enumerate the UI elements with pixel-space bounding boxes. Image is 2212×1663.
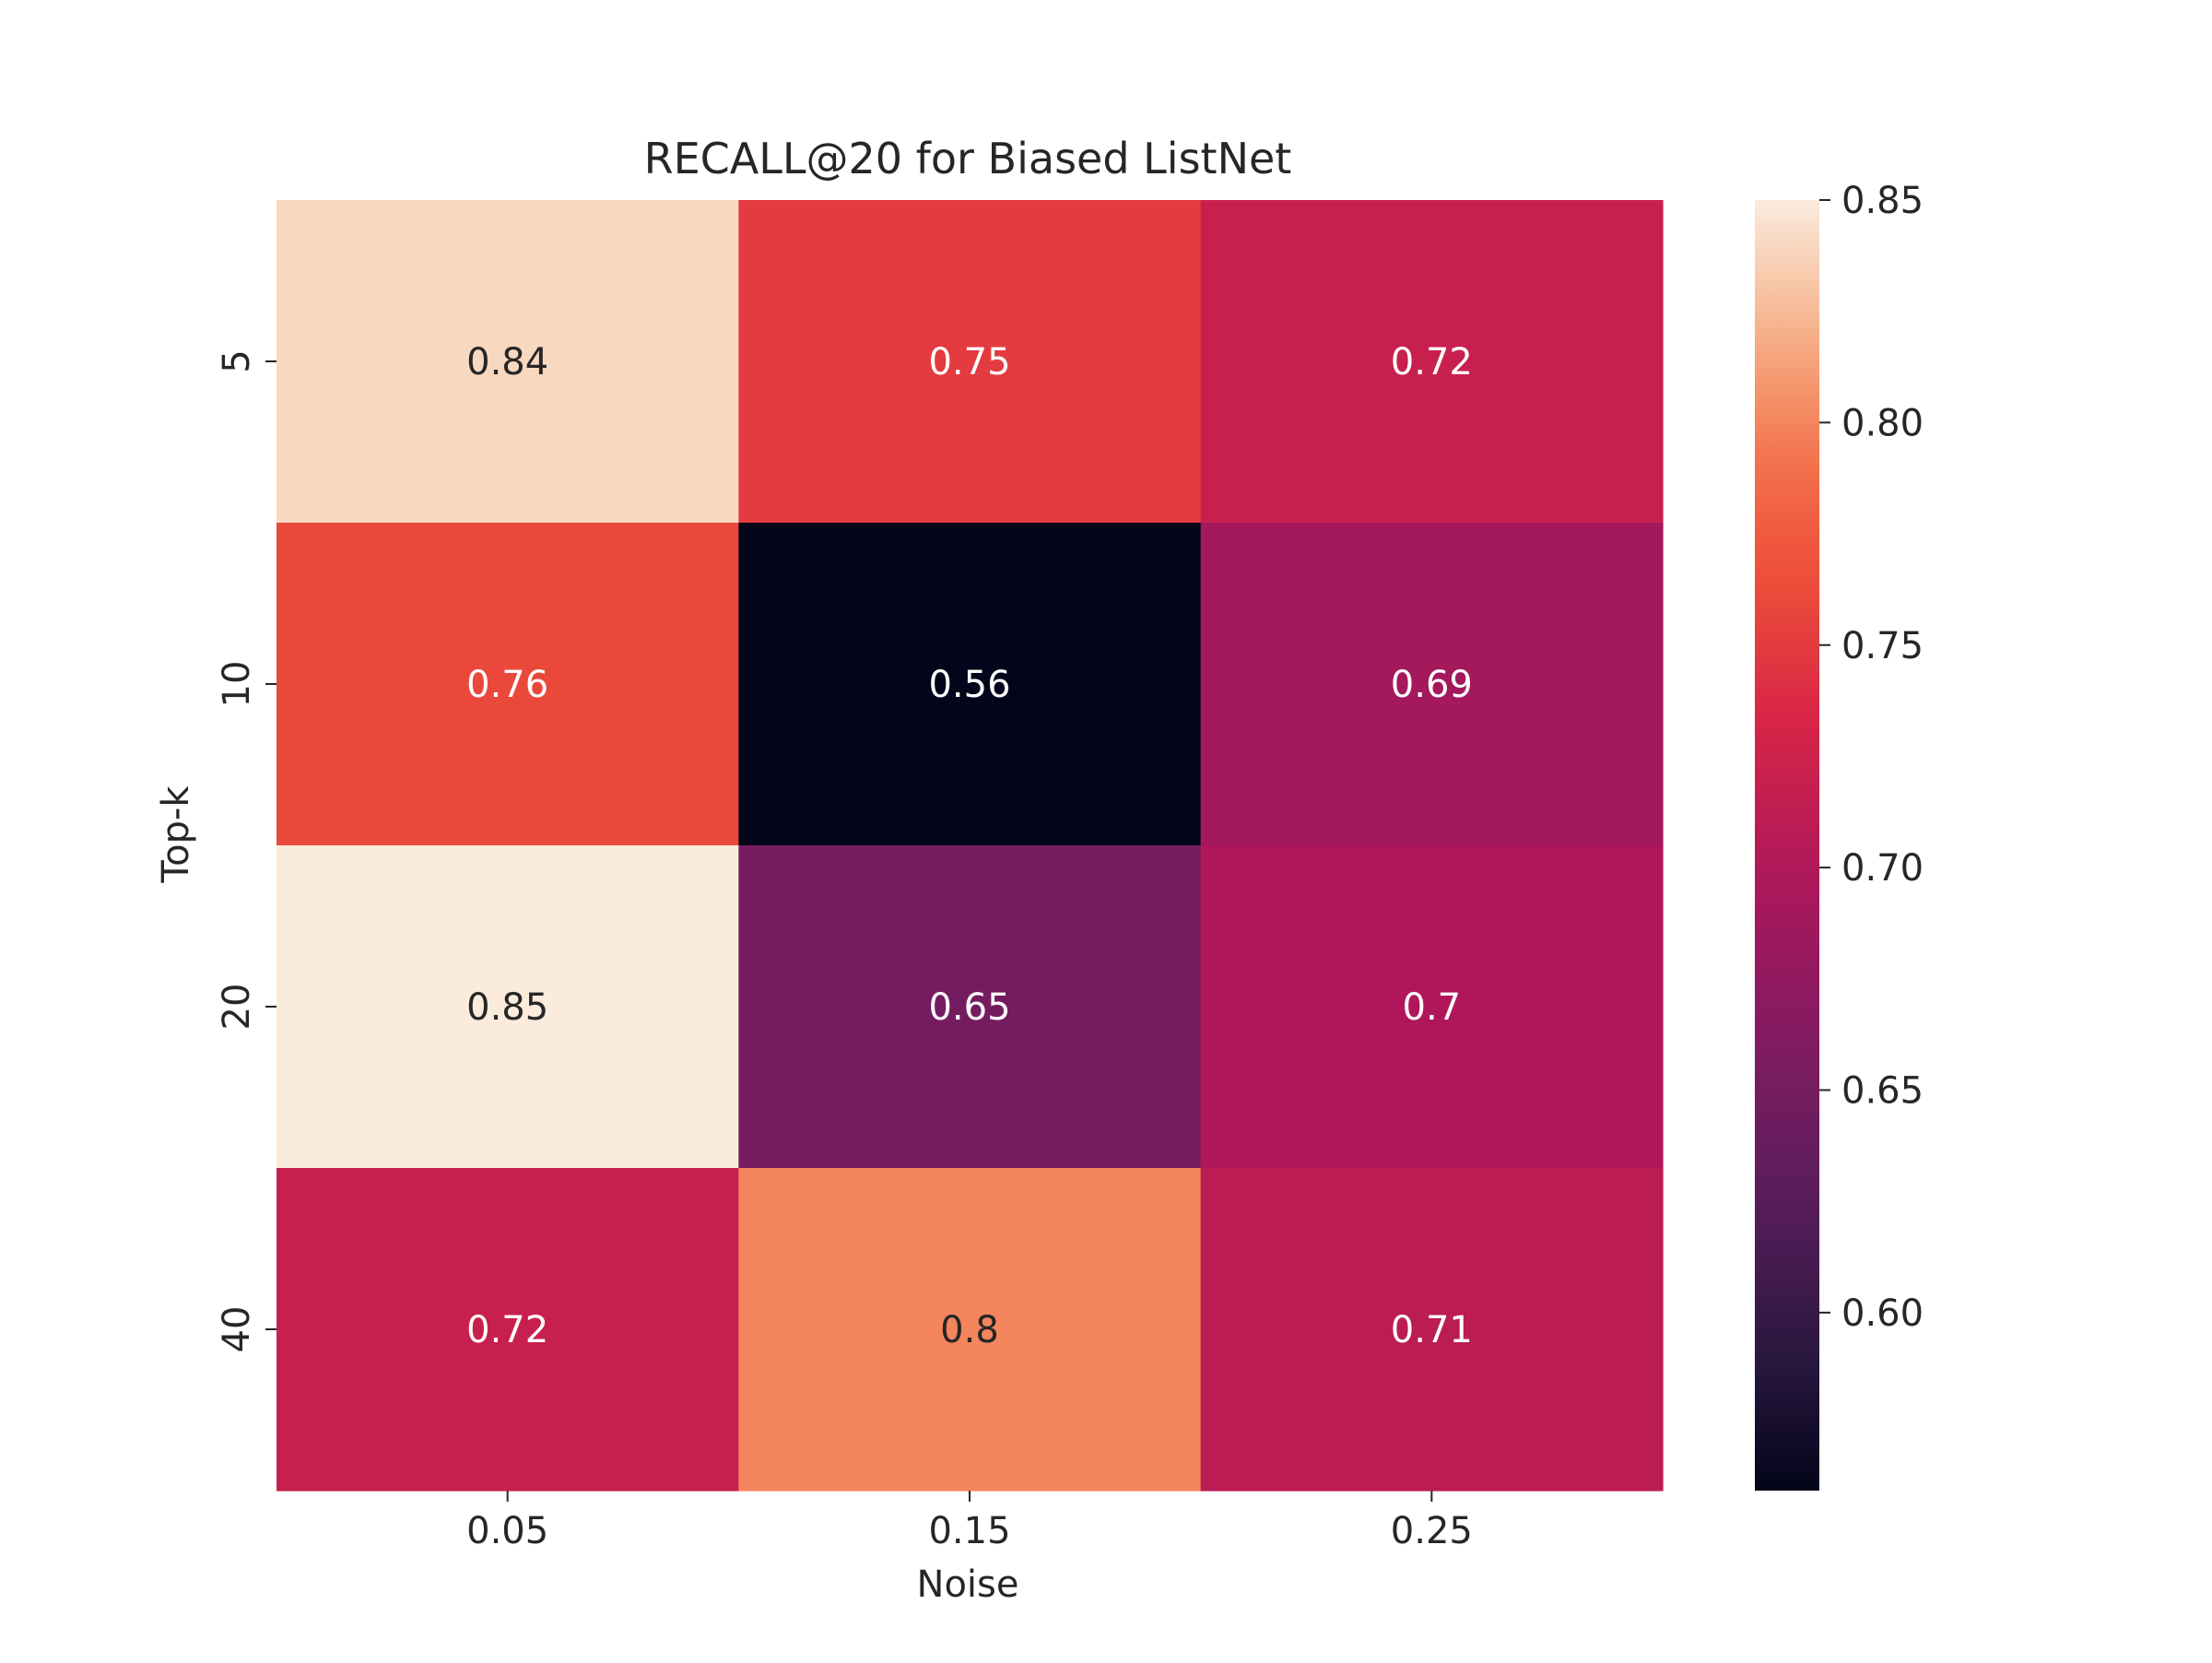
heatmap-cell-r1-c1 xyxy=(738,523,1202,846)
chart-title: RECALL@20 for Biased ListNet xyxy=(644,134,1292,183)
heatmap-cell-r2-c1 xyxy=(738,845,1202,1169)
heatmap-cell-r1-c2 xyxy=(1200,523,1664,846)
heatmap-cell-r0-c1 xyxy=(738,200,1202,524)
x-tick-label-2: 0.25 xyxy=(1391,1510,1473,1552)
colorbar-tick-label-0: 0.60 xyxy=(1841,1292,1924,1335)
cell-annotation-r0-c0: 0.84 xyxy=(466,341,548,383)
colorbar-tick-label-4: 0.80 xyxy=(1841,402,1924,444)
colorbar-tick-label-2: 0.70 xyxy=(1841,847,1924,890)
colorbar-tick-label-1: 0.65 xyxy=(1841,1070,1924,1113)
x-axis-ticks: 0.05 0.15 0.25 xyxy=(466,1491,1473,1552)
cell-annotation-r1-c0: 0.76 xyxy=(466,664,548,706)
heatmap-cell-r0-c2 xyxy=(1200,200,1664,524)
cell-annotation-r3-c0: 0.72 xyxy=(466,1309,548,1351)
y-axis-ticks: 5 10 20 40 xyxy=(216,349,276,1352)
y-axis-label: Top-k xyxy=(155,785,197,884)
x-tick-label-1: 0.15 xyxy=(928,1510,1010,1552)
colorbar-gradient xyxy=(1755,200,1819,1491)
y-tick-label-3: 40 xyxy=(216,1306,258,1353)
heatmap-cells: 0.84 0.75 0.72 0.76 0.56 0.69 0.85 0.65 0.7 0.72 0… xyxy=(276,200,1664,1492)
cell-annotation-r2-c1: 0.65 xyxy=(928,986,1010,1029)
cell-annotation-r2-c0: 0.85 xyxy=(466,986,548,1029)
colorbar-tick-label-5: 0.85 xyxy=(1841,180,1924,222)
cell-annotation-r0-c2: 0.72 xyxy=(1391,341,1473,383)
heatmap-cell-r2-c0 xyxy=(276,845,739,1169)
colorbar: 0.60 0.65 0.70 0.75 0.80 0.85 xyxy=(1755,180,1924,1491)
x-axis-label: Noise xyxy=(917,1563,1019,1606)
y-tick-label-2: 20 xyxy=(216,984,258,1031)
heatmap-cell-r0-c0 xyxy=(276,200,739,524)
heatmap-cell-r1-c0 xyxy=(276,523,739,846)
cell-annotation-r1-c1: 0.56 xyxy=(928,664,1010,706)
cell-annotation-r1-c2: 0.69 xyxy=(1391,664,1473,706)
heatmap-cell-r3-c0 xyxy=(276,1168,739,1492)
heatmap-cell-r3-c2 xyxy=(1200,1168,1664,1492)
cell-annotation-r0-c1: 0.75 xyxy=(928,341,1010,383)
x-tick-label-0: 0.05 xyxy=(466,1510,548,1552)
y-tick-label-1: 10 xyxy=(216,661,258,708)
heatmap-cell-r2-c2 xyxy=(1200,845,1664,1169)
cell-annotation-r3-c1: 0.8 xyxy=(940,1309,999,1351)
colorbar-tick-label-3: 0.75 xyxy=(1841,625,1924,667)
cell-annotation-r3-c2: 0.71 xyxy=(1391,1309,1473,1351)
y-tick-label-0: 5 xyxy=(216,349,258,372)
cell-annotation-r2-c2: 0.7 xyxy=(1403,986,1462,1029)
heatmap-cell-r3-c1 xyxy=(738,1168,1202,1492)
